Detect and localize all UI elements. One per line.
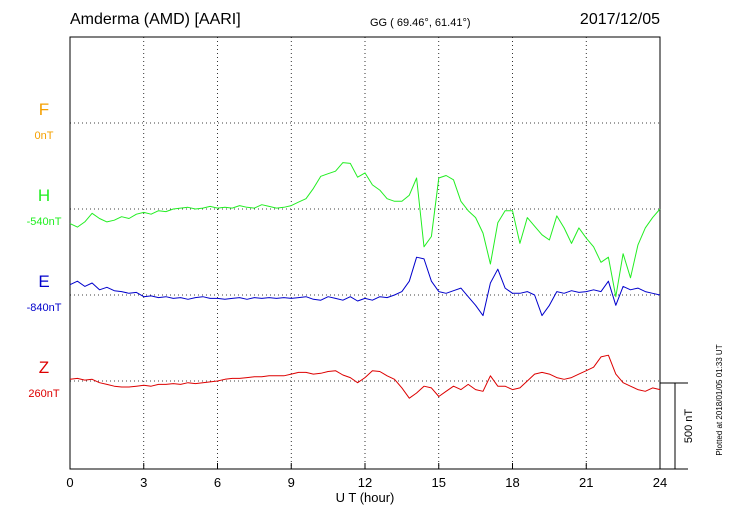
- series-name-h: H: [38, 186, 50, 205]
- series-name-e: E: [38, 272, 49, 291]
- series-baseline-e: -840nT: [27, 302, 62, 314]
- chart-date: 2017/12/05: [580, 11, 660, 28]
- x-tick-label: 0: [66, 475, 73, 490]
- x-tick-label: 3: [140, 475, 147, 490]
- x-tick-label: 24: [653, 475, 667, 490]
- x-tick-label: 15: [432, 475, 446, 490]
- series-baseline-h: -540nT: [27, 216, 62, 228]
- series-line-e: [69, 256, 661, 317]
- x-tick-label: 18: [505, 475, 519, 490]
- x-tick-label: 21: [579, 475, 593, 490]
- x-tick-label: 9: [288, 475, 295, 490]
- x-axis-label: U T (hour): [336, 490, 395, 505]
- station-coordinates: GG ( 69.46°, 61.41°): [370, 17, 471, 29]
- x-tick-label: 12: [358, 475, 372, 490]
- station-title: Amderma (AMD) [AARI]: [70, 11, 241, 28]
- series-line-h: [69, 162, 661, 298]
- x-tick-label: 6: [214, 475, 221, 490]
- scale-bar: 500 nT: [660, 382, 695, 470]
- series-labels: F 0nT H -540nT E -840nT Z 260nT: [27, 100, 62, 400]
- scale-bar-label: 500 nT: [683, 409, 695, 444]
- series-baseline-f: 0nT: [35, 130, 54, 142]
- series-lines: [69, 162, 661, 399]
- series-name-z: Z: [39, 358, 49, 377]
- series-line-z: [69, 354, 661, 399]
- series-name-f: F: [39, 100, 49, 119]
- series-baseline-z: 260nT: [28, 388, 59, 400]
- grid-lines: [70, 37, 660, 469]
- x-axis-ticks: 0 3 6 9 12 15 18 21 24: [66, 463, 667, 490]
- plotted-timestamp: Plotted at 2018/01/05 01:33 UT: [715, 344, 724, 455]
